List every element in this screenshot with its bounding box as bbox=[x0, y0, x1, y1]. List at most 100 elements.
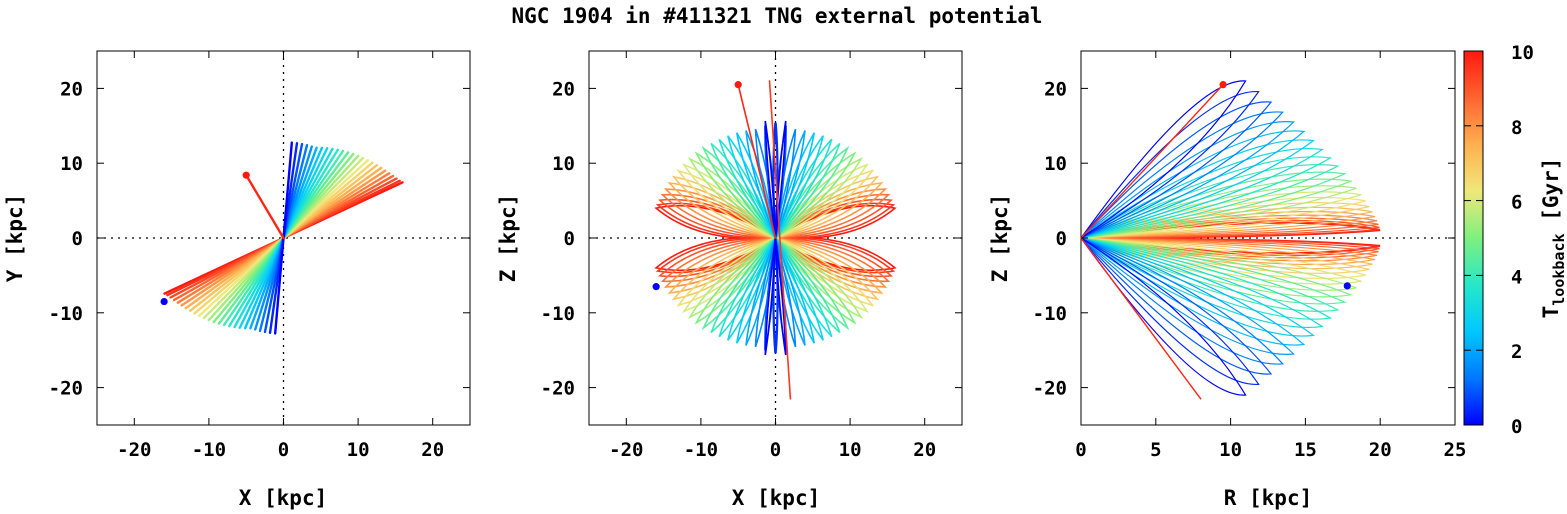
colorbar-tick-label: 10 bbox=[1511, 42, 1534, 64]
y-tick-label: 0 bbox=[1056, 228, 1067, 250]
orbit-loop bbox=[1080, 185, 1357, 239]
orbit-loop bbox=[1080, 130, 1306, 239]
x-tick-label: -10 bbox=[192, 439, 226, 461]
orbit-loop bbox=[745, 130, 777, 239]
orbit-loop bbox=[671, 237, 777, 301]
y-tick-label: -20 bbox=[49, 378, 83, 400]
orbit-loop bbox=[710, 237, 777, 334]
orbit-loop bbox=[1080, 237, 1260, 385]
orbit-loop bbox=[654, 204, 779, 240]
orbit-loop bbox=[764, 120, 777, 239]
orbit-loop bbox=[687, 237, 777, 319]
y-tick-label: -20 bbox=[1033, 378, 1067, 400]
orbit-loop bbox=[774, 237, 880, 301]
y-tick-label: 10 bbox=[552, 153, 575, 175]
orbit-segment bbox=[768, 80, 792, 400]
x-tick-label: 20 bbox=[421, 439, 444, 461]
orbit-loop bbox=[772, 202, 896, 239]
orbit-loop bbox=[1080, 237, 1370, 274]
orbit-loop bbox=[774, 175, 880, 239]
x-tick-label: 0 bbox=[1075, 439, 1086, 461]
marker-initial bbox=[1219, 81, 1227, 89]
orbit-loop bbox=[1080, 148, 1324, 239]
y-tick-label: 20 bbox=[1044, 78, 1067, 100]
orbit-loop bbox=[1080, 237, 1366, 280]
orbit-loop bbox=[687, 157, 777, 239]
orbit-segment bbox=[737, 83, 777, 239]
x-tick-label: -10 bbox=[684, 439, 718, 461]
x-axis-label: X [kpc] bbox=[239, 486, 328, 510]
orbit-loop bbox=[1080, 221, 1381, 239]
colorbar-tick-label: 2 bbox=[1511, 341, 1522, 363]
marker-present-day bbox=[652, 283, 660, 291]
colorbar-tick-label: 8 bbox=[1511, 117, 1522, 139]
orbit-loop bbox=[774, 130, 806, 239]
y-axis-label: Y [kpc] bbox=[3, 194, 27, 283]
orbit-loop bbox=[774, 237, 833, 338]
orbit-loop bbox=[660, 193, 779, 240]
orbit-loop bbox=[1080, 237, 1247, 396]
orbit-loop bbox=[1080, 80, 1247, 239]
orbit-loop bbox=[1080, 237, 1273, 375]
orbit-loop bbox=[772, 236, 891, 283]
orbit-loop bbox=[1080, 237, 1284, 365]
orbit-loop bbox=[772, 204, 897, 240]
orbit-loop bbox=[1080, 202, 1370, 239]
orbit-loop bbox=[774, 142, 841, 239]
orbit-loop bbox=[1080, 178, 1354, 239]
orbit-loop bbox=[1080, 156, 1333, 239]
orbit-segment bbox=[244, 173, 285, 240]
orbit-loop bbox=[655, 202, 779, 239]
y-axis-label: Z [kpc] bbox=[496, 194, 520, 283]
colorbar: 0 2 4 6 8 10 Tlookback [Gyr] bbox=[1463, 42, 1567, 438]
x-tick-label: -20 bbox=[117, 439, 151, 461]
orbit-loop bbox=[1080, 196, 1366, 239]
orbit-loop bbox=[745, 237, 777, 346]
colorbar-label-sub: lookback bbox=[1550, 233, 1567, 305]
orbit-loop bbox=[1080, 237, 1379, 259]
x-axis-label: R [kpc] bbox=[1224, 486, 1313, 510]
orbit-loop bbox=[1080, 237, 1378, 262]
y-tick-label: 10 bbox=[1044, 153, 1067, 175]
orbit-loop bbox=[718, 237, 777, 338]
y-tick-label: -10 bbox=[49, 303, 83, 325]
colorbar-tick-label: 6 bbox=[1511, 192, 1522, 214]
x-tick-label: -20 bbox=[609, 439, 643, 461]
orbit-trajectory bbox=[1080, 80, 1381, 400]
y-tick-label: 0 bbox=[72, 228, 83, 250]
marker-present-day bbox=[160, 297, 168, 306]
marker-initial bbox=[242, 171, 250, 179]
orbit-loop bbox=[772, 193, 891, 240]
colorbar-gradient bbox=[1463, 50, 1484, 426]
panel-xz: X [kpc] Z [kpc] -20 -10 0 10 20 -20 -10 0 10 20 bbox=[496, 50, 963, 510]
orbit-loop bbox=[718, 138, 777, 239]
orbit-loop bbox=[1080, 237, 1362, 285]
orbit-loop bbox=[774, 157, 864, 239]
y-axis-label: Z [kpc] bbox=[988, 194, 1012, 283]
orbit-loop bbox=[774, 138, 833, 239]
y-tick-label: 20 bbox=[552, 78, 575, 100]
orbit-loop bbox=[774, 237, 864, 319]
marker-present-day bbox=[1343, 282, 1351, 290]
orbit-loop bbox=[710, 142, 777, 239]
orbit-loop bbox=[774, 237, 841, 334]
x-tick-label: 20 bbox=[1369, 439, 1392, 461]
y-tick-label: -10 bbox=[541, 303, 575, 325]
orbit-loop bbox=[772, 237, 896, 274]
orbit-loop bbox=[1080, 101, 1273, 239]
orbit-loop bbox=[1080, 237, 1381, 255]
x-tick-label: 15 bbox=[1294, 439, 1317, 461]
x-tick-label: 10 bbox=[1219, 439, 1242, 461]
x-tick-label: 10 bbox=[347, 439, 370, 461]
orbit-loop bbox=[1080, 191, 1362, 239]
orbit-loop bbox=[671, 175, 777, 239]
y-tick-label: -20 bbox=[541, 378, 575, 400]
x-axis-label: X [kpc] bbox=[732, 486, 821, 510]
orbit-loop bbox=[1080, 237, 1333, 320]
orbit-loop bbox=[774, 237, 787, 356]
colorbar-label: Tlookback [Gyr] bbox=[1539, 158, 1567, 319]
orbit-loop bbox=[1080, 237, 1354, 298]
orbit-loop bbox=[655, 237, 779, 274]
panel-rz: R [kpc] Z [kpc] 0 5 10 15 20 25 -20 -10 0 10 20 bbox=[988, 50, 1466, 510]
marker-initial bbox=[734, 81, 742, 89]
